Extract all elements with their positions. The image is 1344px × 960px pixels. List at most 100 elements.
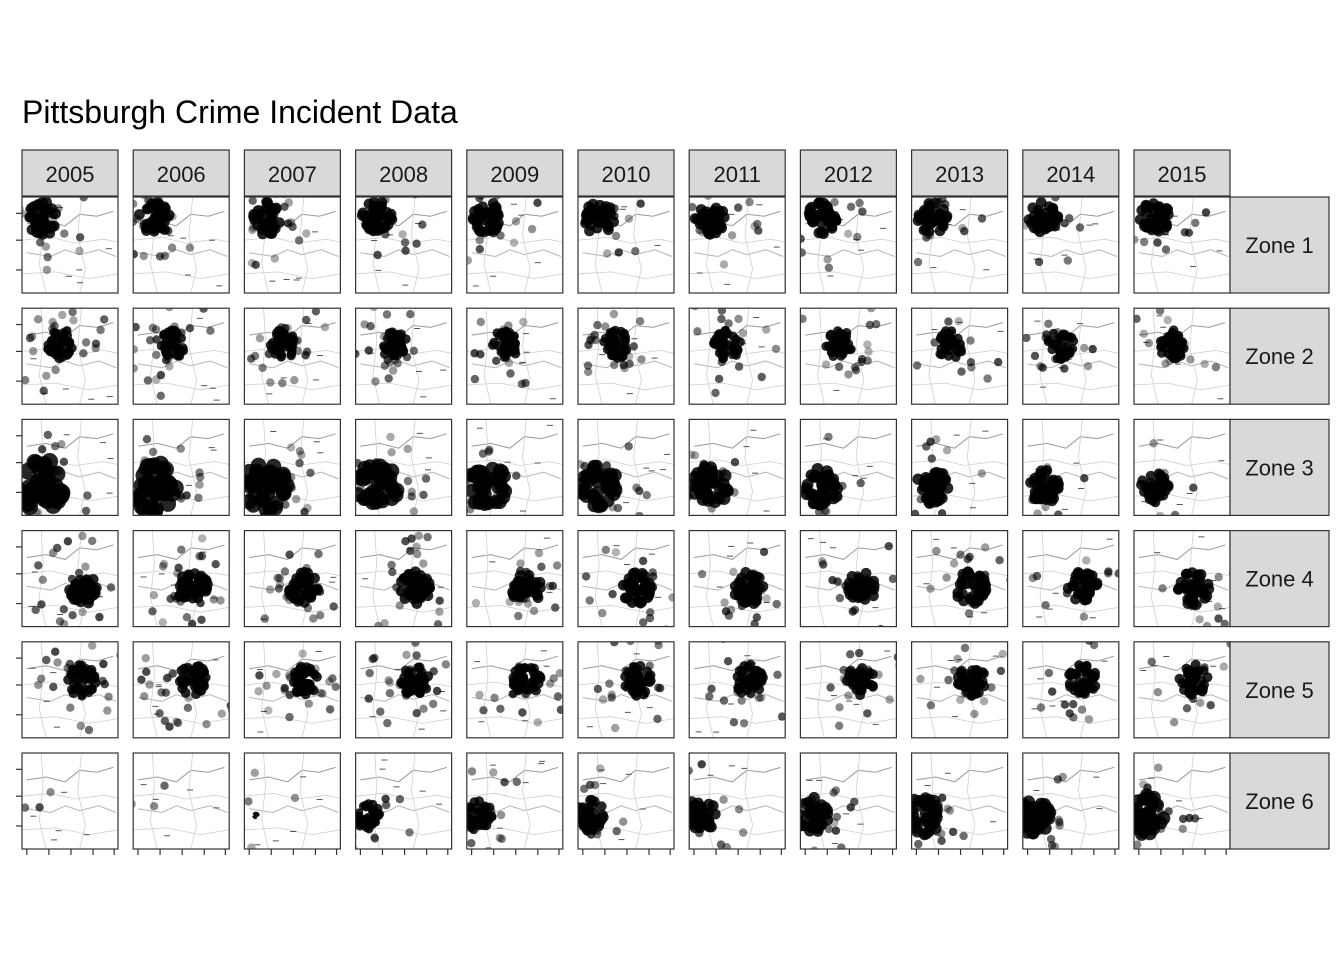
panel-Zone 2-2015 xyxy=(1134,308,1230,405)
incident-point xyxy=(1149,439,1158,448)
panel-Zone 4-2011 xyxy=(689,530,786,627)
incident-point xyxy=(938,197,947,204)
incident-point xyxy=(980,570,990,579)
incident-point xyxy=(141,480,158,497)
incident-point xyxy=(328,674,337,683)
incident-point xyxy=(247,843,256,849)
incident-point xyxy=(287,483,296,492)
incident-point xyxy=(1053,328,1062,337)
incident-point xyxy=(819,560,828,569)
incident-point xyxy=(825,341,835,351)
panel-border xyxy=(243,641,341,739)
incident-point xyxy=(624,214,633,223)
incident-point xyxy=(841,581,850,591)
incident-point xyxy=(278,478,287,487)
incident-point xyxy=(620,332,631,343)
road-line xyxy=(1022,348,1119,355)
incident-point xyxy=(834,492,844,502)
incident-point xyxy=(979,697,989,706)
incident-point xyxy=(248,197,257,205)
incident-point xyxy=(44,345,53,354)
incident-point xyxy=(638,684,648,693)
road-line xyxy=(966,753,976,849)
incident-point xyxy=(1034,257,1044,267)
road-line xyxy=(261,641,269,738)
incident-point xyxy=(1061,352,1071,362)
incident-point xyxy=(689,816,693,825)
incident-point xyxy=(730,458,740,467)
incident-point xyxy=(98,676,108,686)
incident-point xyxy=(1160,478,1171,488)
incident-point xyxy=(454,800,462,808)
incident-point xyxy=(502,353,511,362)
incident-point xyxy=(874,670,883,679)
incident-point xyxy=(400,592,409,601)
road-line xyxy=(410,308,420,405)
incident-point xyxy=(77,692,87,701)
incident-point xyxy=(419,490,428,500)
road-line xyxy=(133,382,230,391)
incident-point xyxy=(435,607,444,616)
panel-Zone 1-2012 xyxy=(800,197,897,293)
panel-Zone 2-2006 xyxy=(133,308,230,405)
incident-point xyxy=(757,586,766,595)
incident-point xyxy=(1181,569,1190,579)
incident-point xyxy=(455,208,463,216)
incident-point xyxy=(331,682,340,691)
incident-point xyxy=(368,227,377,236)
incident-point xyxy=(637,355,646,364)
incident-point xyxy=(824,824,833,834)
incident-point xyxy=(311,664,320,673)
incident-point xyxy=(739,828,748,837)
incident-point xyxy=(632,572,642,582)
incident-point xyxy=(734,362,744,371)
incident-point xyxy=(552,561,562,570)
incident-point xyxy=(84,725,94,735)
panel-border xyxy=(577,752,675,850)
river-line xyxy=(1138,360,1229,369)
panel-Zone 3-2006 xyxy=(133,419,230,516)
incident-point xyxy=(596,764,605,773)
road-line xyxy=(150,641,158,738)
road-line xyxy=(578,792,674,800)
incident-point xyxy=(254,492,270,508)
incident-point xyxy=(141,654,150,663)
incident-point xyxy=(635,486,644,496)
incident-point xyxy=(1058,772,1068,782)
incident-point xyxy=(900,670,908,678)
incident-point xyxy=(586,830,596,839)
incident-point xyxy=(155,252,165,261)
incident-point xyxy=(342,221,350,229)
panel-Zone 3-2014 xyxy=(1014,419,1119,516)
incident-point xyxy=(1169,718,1179,727)
incident-point xyxy=(54,466,63,475)
incident-point xyxy=(66,703,75,712)
incident-point xyxy=(492,197,501,200)
incident-point xyxy=(555,669,563,678)
road-line xyxy=(578,348,674,355)
facet-strip-row xyxy=(1229,529,1330,628)
incident-point xyxy=(1184,671,1195,682)
incident-point xyxy=(1014,484,1022,492)
road-line xyxy=(911,382,1008,391)
incident-point xyxy=(301,665,312,676)
panel-Zone 6-2013 xyxy=(899,753,1008,849)
incident-point xyxy=(570,697,578,705)
road-line xyxy=(150,753,158,849)
incident-point xyxy=(139,251,148,261)
incident-point xyxy=(586,222,596,231)
incident-point xyxy=(752,613,761,622)
incident-point xyxy=(899,801,907,809)
panel-Zone 3-2015 xyxy=(1134,419,1230,516)
incident-point xyxy=(488,226,499,238)
incident-point xyxy=(124,209,132,217)
road-line xyxy=(355,716,452,724)
incident-point xyxy=(693,327,702,336)
river-line xyxy=(1027,249,1118,258)
road-line xyxy=(800,382,897,391)
panel-border xyxy=(1022,418,1120,516)
incident-point xyxy=(1169,334,1179,344)
panel-border xyxy=(355,307,453,405)
incident-point xyxy=(885,695,894,704)
incident-point xyxy=(960,227,969,236)
